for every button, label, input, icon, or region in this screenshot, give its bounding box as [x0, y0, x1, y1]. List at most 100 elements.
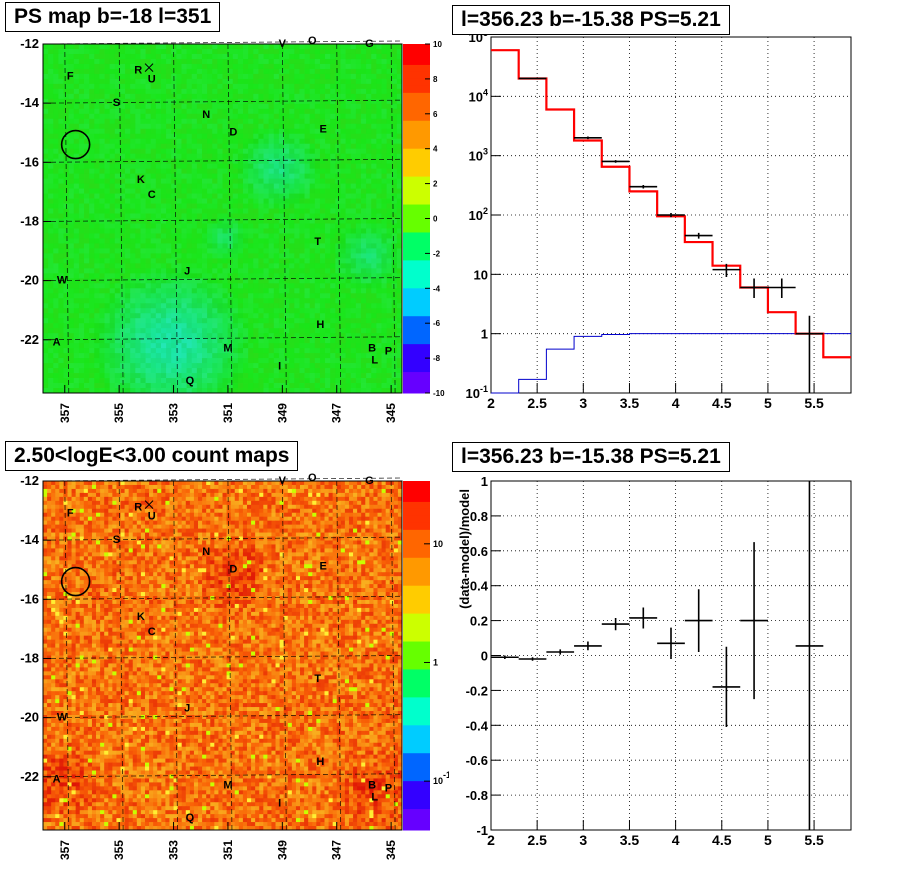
map-pixel	[135, 163, 141, 170]
map-pixel	[294, 103, 300, 110]
map-pixel	[350, 233, 357, 239]
map-pixel	[396, 44, 403, 50]
map-pixel	[268, 93, 275, 100]
map-pixel	[140, 218, 146, 224]
map-pixel	[217, 83, 223, 90]
map-pixel	[63, 273, 70, 279]
map-pixel	[135, 193, 141, 199]
map-pixel	[278, 88, 285, 95]
map-pixel	[232, 363, 239, 369]
map-pixel	[294, 153, 300, 160]
map-pixel	[325, 183, 331, 189]
map-pixel	[53, 143, 59, 150]
map-pixel	[232, 78, 239, 85]
map-pixel	[350, 198, 357, 204]
map-pixel	[104, 268, 111, 274]
map-pixel	[125, 118, 131, 125]
map-pixel	[176, 53, 182, 60]
map-pixel	[201, 178, 208, 184]
map-pixel	[114, 378, 121, 384]
map-pixel	[284, 388, 290, 394]
map-pixel	[340, 213, 346, 219]
map-pixel	[160, 128, 167, 135]
map-pixel	[319, 353, 326, 359]
map-pixel	[196, 368, 203, 374]
map-pixel	[181, 63, 187, 70]
map-pixel	[94, 53, 100, 60]
map-pixel	[268, 183, 275, 189]
map-pixel	[104, 263, 111, 269]
map-pixel	[53, 153, 59, 160]
map-pixel	[84, 273, 90, 279]
map-pixel	[258, 248, 264, 254]
map-pixel	[196, 228, 203, 234]
map-pixel	[114, 268, 121, 274]
map-pixel	[263, 138, 270, 145]
map-pixel	[68, 113, 75, 120]
map-pixel	[130, 178, 136, 184]
map-pixel	[145, 103, 152, 110]
map-pixel	[386, 353, 393, 359]
map-pixel	[140, 253, 146, 259]
map-pixel	[43, 198, 49, 204]
map-pixel	[201, 88, 208, 95]
map-pixel	[335, 228, 341, 234]
map-pixel	[304, 98, 311, 105]
map-pixel	[53, 348, 59, 354]
map-pixel	[232, 273, 239, 279]
map-pixel	[222, 308, 229, 314]
map-pixel	[43, 128, 49, 135]
map-pixel	[207, 273, 213, 279]
map-pixel	[155, 178, 162, 184]
map-pixel	[68, 388, 75, 394]
map-pixel	[155, 148, 162, 155]
map-pixel	[196, 188, 203, 194]
map-pixel	[325, 78, 331, 85]
map-pixel	[268, 368, 275, 374]
map-pixel	[89, 178, 95, 184]
map-pixel	[366, 73, 372, 80]
map-pixel	[386, 188, 393, 194]
map-pixel	[304, 193, 311, 199]
colorbar-swatch	[403, 64, 430, 73]
map-pixel	[314, 293, 321, 299]
map-pixel	[309, 308, 316, 314]
map-pixel	[58, 93, 64, 100]
map-pixel	[304, 88, 311, 95]
map-pixel	[325, 363, 331, 369]
map-pixel	[125, 313, 131, 319]
map-pixel	[78, 73, 85, 80]
map-pixel	[381, 233, 388, 239]
source-label: S	[113, 97, 120, 109]
map-pixel	[386, 198, 393, 204]
map-pixel	[84, 153, 90, 160]
map-pixel	[381, 223, 388, 229]
map-pixel	[355, 178, 362, 184]
map-pixel	[48, 73, 54, 80]
map-pixel	[222, 198, 229, 204]
map-pixel	[181, 123, 187, 130]
map-pixel	[376, 233, 382, 239]
map-pixel	[155, 173, 162, 180]
map-pixel	[94, 68, 100, 75]
map-pixel	[299, 228, 305, 234]
map-pixel	[371, 278, 377, 284]
map-pixel	[294, 173, 300, 180]
map-pixel	[99, 253, 105, 259]
map-pixel	[140, 358, 146, 364]
map-pixel	[104, 203, 111, 209]
map-pixel	[63, 348, 70, 354]
colorbar-swatch	[403, 246, 430, 254]
map-pixel	[191, 58, 198, 65]
map-pixel	[263, 123, 270, 130]
map-pixel	[104, 323, 111, 329]
map-pixel	[217, 248, 223, 254]
map-pixel	[155, 218, 162, 224]
map-pixel	[155, 368, 162, 374]
map-pixel	[248, 318, 254, 324]
map-pixel	[155, 333, 162, 339]
map-pixel	[222, 213, 229, 219]
map-pixel	[360, 48, 367, 55]
map-pixel	[53, 163, 59, 170]
y-tick-label: -14	[20, 95, 40, 110]
